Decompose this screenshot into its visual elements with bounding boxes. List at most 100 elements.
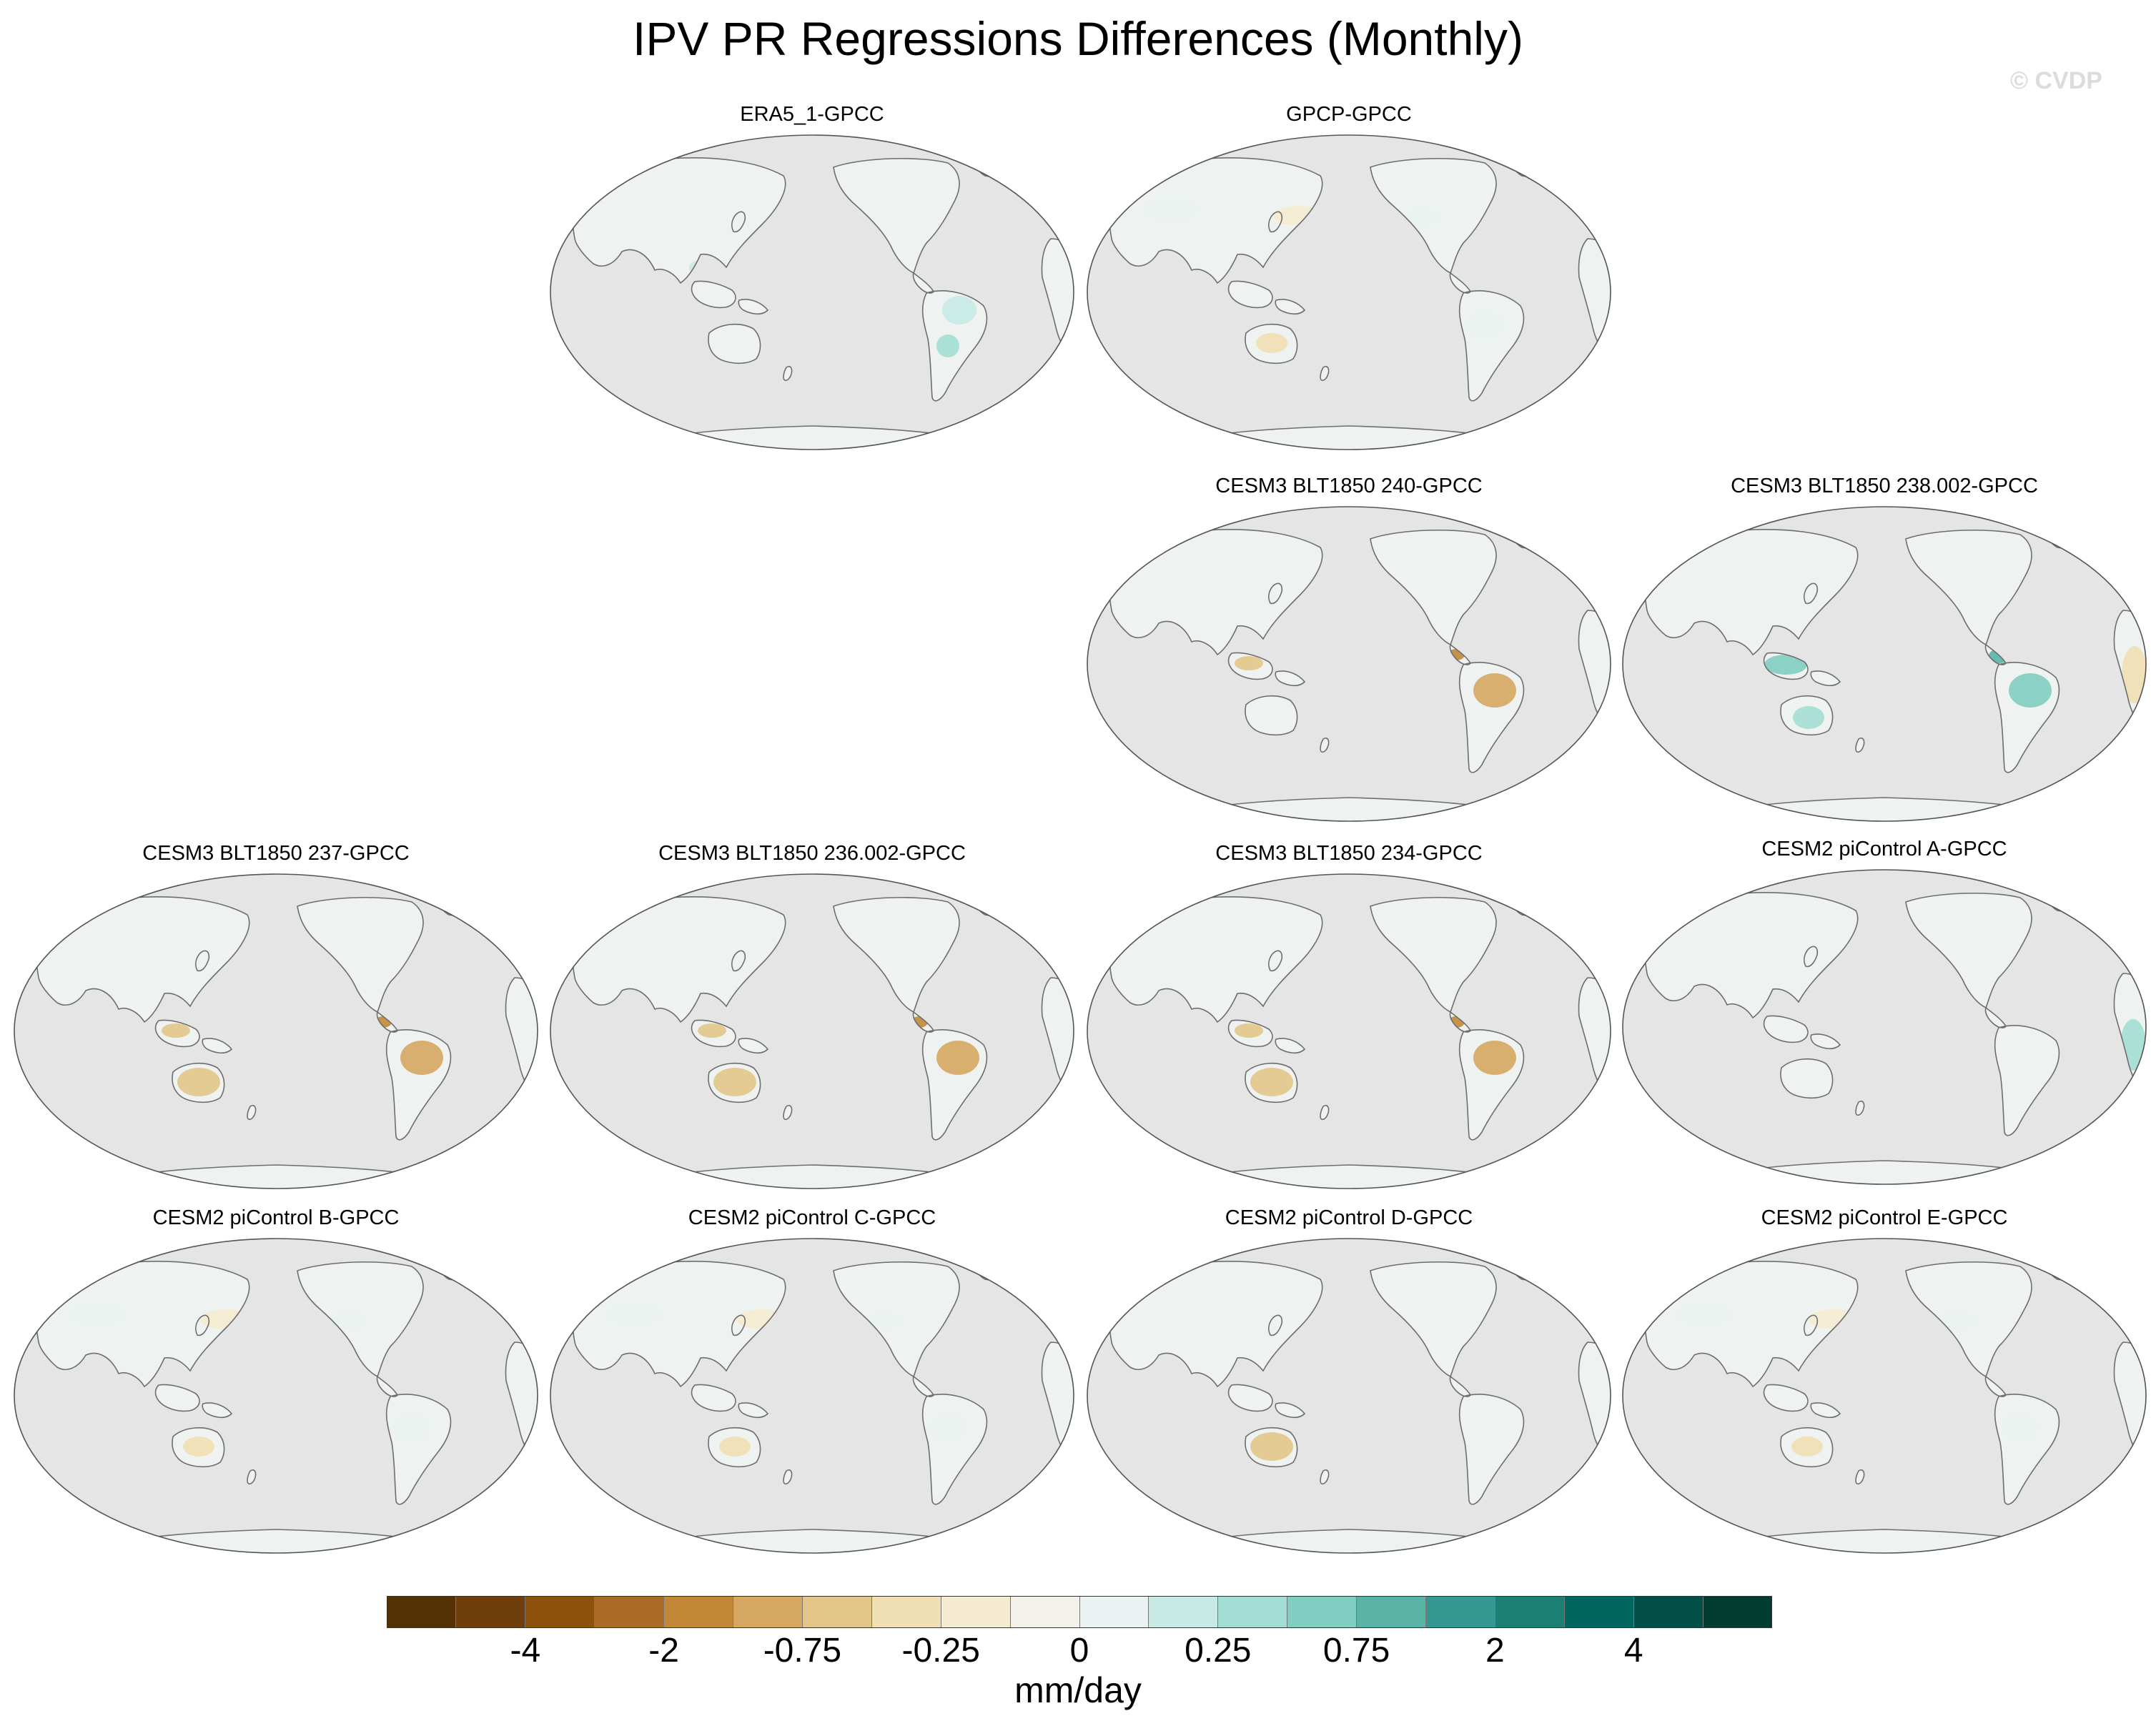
coastline bbox=[1643, 529, 1859, 656]
colorbar-swatch bbox=[1495, 1596, 1566, 1628]
anomaly-patch bbox=[1764, 655, 1807, 675]
map-panel: GPCP-GPCC bbox=[1084, 100, 1613, 486]
coastline bbox=[247, 1469, 257, 1485]
map-panel: CESM3 BLT1850 234-GPCC bbox=[1084, 839, 1613, 1225]
robinson-map bbox=[1087, 506, 1611, 822]
coastline bbox=[1458, 1029, 1525, 1141]
coastline bbox=[833, 1261, 960, 1378]
coastline bbox=[297, 896, 424, 1013]
anomaly-patch bbox=[1250, 1068, 1293, 1096]
coastline bbox=[731, 211, 746, 233]
coastline bbox=[1763, 1015, 1841, 1050]
coastline bbox=[1804, 1314, 1819, 1336]
coastline bbox=[1245, 695, 1298, 736]
coastline bbox=[1108, 1261, 1323, 1388]
colorbar-swatch bbox=[1565, 1596, 1635, 1628]
landmass-eurasia bbox=[1109, 157, 1322, 283]
landmass-australia bbox=[1780, 1058, 1833, 1098]
anomaly-patch bbox=[393, 1414, 430, 1442]
colorbar-swatch bbox=[525, 1596, 595, 1628]
landmass-seasia bbox=[1228, 1384, 1305, 1418]
coastline bbox=[1108, 157, 1323, 284]
map-frame bbox=[1622, 506, 2147, 822]
landmass-namerica bbox=[1370, 530, 1496, 645]
coastline bbox=[1320, 737, 1330, 753]
anomaly-patch bbox=[713, 1068, 756, 1096]
coastline bbox=[1780, 695, 1834, 736]
colorbar-tick-label: 0 bbox=[1069, 1632, 1089, 1670]
panel-title: CESM3 BLT1850 237-GPCC bbox=[142, 842, 410, 865]
coastline bbox=[1458, 1394, 1525, 1505]
coastline bbox=[1227, 1384, 1306, 1419]
landmass-namerica bbox=[1906, 893, 2032, 1008]
robinson-map bbox=[550, 873, 1074, 1189]
map-frame bbox=[1087, 506, 1611, 822]
landmass-camerica bbox=[1450, 273, 1470, 293]
landmass-camerica bbox=[1450, 1377, 1470, 1397]
anomaly-patch bbox=[177, 1068, 220, 1096]
coastline bbox=[1245, 1427, 1298, 1468]
colorbar-tick-label: 4 bbox=[1623, 1632, 1643, 1670]
landmass-eurasia bbox=[572, 896, 786, 1022]
map-frame bbox=[1622, 1238, 2147, 1554]
anomaly-patch bbox=[1250, 1432, 1293, 1461]
colorbar-swatch bbox=[733, 1596, 803, 1628]
coastline bbox=[1763, 1384, 1841, 1419]
coastline bbox=[1994, 662, 2060, 773]
robinson-map bbox=[1087, 873, 1611, 1189]
robinson-map bbox=[1622, 869, 2147, 1185]
coastline bbox=[921, 1029, 988, 1141]
robinson-map bbox=[1622, 1238, 2147, 1554]
anomaly-patch bbox=[936, 334, 959, 357]
landmass-eurasia bbox=[36, 896, 249, 1022]
coastline bbox=[1804, 582, 1819, 605]
colorbar-swatch bbox=[802, 1596, 872, 1628]
map-panel: CESM2 piControl B-GPCC bbox=[11, 1204, 540, 1589]
coastline bbox=[385, 1394, 452, 1505]
coastline bbox=[921, 1394, 988, 1505]
colorbar-tick-label: -0.75 bbox=[763, 1632, 842, 1670]
anomaly-patch bbox=[1256, 333, 1287, 353]
colorbar-tick-label: 2 bbox=[1485, 1632, 1505, 1670]
landmass-eurasia bbox=[1644, 529, 1858, 655]
anomaly-patch bbox=[605, 1302, 662, 1325]
anomaly-patch bbox=[1235, 1023, 1263, 1038]
coastline bbox=[195, 950, 210, 972]
panel-title: CESM2 piControl D-GPCC bbox=[1225, 1206, 1473, 1229]
anomaly-patch bbox=[2009, 673, 2052, 708]
coastline bbox=[708, 1427, 761, 1468]
landmass-eurasia bbox=[572, 157, 786, 283]
figure-title: IPV PR Regressions Differences (Monthly) bbox=[633, 12, 1523, 65]
colorbar-swatch bbox=[941, 1596, 1011, 1628]
anomaly-patch bbox=[162, 1023, 190, 1038]
coastline bbox=[731, 950, 746, 972]
coastline bbox=[1994, 1025, 2060, 1136]
anomaly-patch bbox=[1473, 1041, 1516, 1075]
coastline bbox=[1458, 662, 1525, 773]
cvdp-watermark: © CVDP bbox=[2010, 67, 2102, 94]
landmass-eurasia bbox=[1644, 892, 1858, 1018]
landmass-eurasia bbox=[1109, 896, 1322, 1022]
map-panel: CESM2 piControl D-GPCC bbox=[1084, 1204, 1613, 1589]
panel-title: CESM2 piControl B-GPCC bbox=[152, 1206, 400, 1229]
coastline bbox=[1370, 157, 1497, 274]
coastline bbox=[833, 896, 960, 1013]
anomaly-patch bbox=[2002, 1414, 2039, 1442]
colorbar-swatch bbox=[1218, 1596, 1288, 1628]
panel-title: CESM2 piControl C-GPCC bbox=[688, 1206, 936, 1229]
anomaly-patch bbox=[69, 1302, 126, 1325]
coastline bbox=[1370, 529, 1497, 646]
coastline bbox=[1245, 323, 1298, 364]
landmass-samerica bbox=[1994, 1025, 2059, 1136]
colorbar-swatch bbox=[1357, 1596, 1427, 1628]
coastline bbox=[247, 1104, 257, 1121]
colorbar-swatch bbox=[387, 1596, 456, 1628]
robinson-map bbox=[14, 873, 538, 1189]
panel-title: CESM2 piControl E-GPCC bbox=[1761, 1206, 2008, 1229]
coastline bbox=[1245, 1062, 1298, 1103]
landmass-seasia bbox=[691, 281, 768, 314]
coastline bbox=[1320, 1104, 1330, 1121]
coastline bbox=[1643, 1261, 1859, 1388]
coastline bbox=[691, 1384, 769, 1419]
anomaly-patch bbox=[719, 1437, 751, 1457]
